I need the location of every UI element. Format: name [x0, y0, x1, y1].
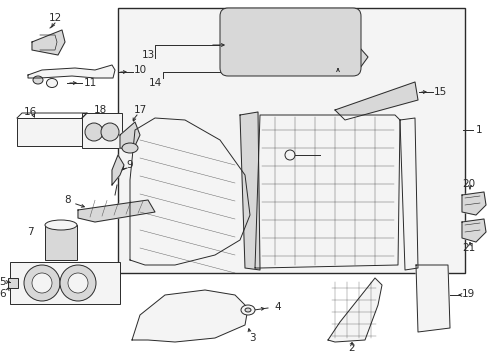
- Circle shape: [60, 265, 96, 301]
- Polygon shape: [28, 65, 115, 78]
- Circle shape: [24, 265, 60, 301]
- Text: 4: 4: [274, 302, 281, 312]
- Polygon shape: [120, 122, 140, 150]
- Bar: [8, 278, 18, 288]
- Polygon shape: [254, 115, 399, 268]
- FancyBboxPatch shape: [220, 8, 360, 76]
- Text: 3: 3: [248, 333, 255, 343]
- Text: 14: 14: [148, 78, 162, 88]
- Text: 10: 10: [133, 65, 146, 75]
- Text: 15: 15: [432, 87, 446, 97]
- Text: 19: 19: [461, 289, 474, 299]
- Ellipse shape: [46, 78, 58, 87]
- Polygon shape: [415, 265, 449, 332]
- Text: 1: 1: [475, 125, 481, 135]
- Text: 18: 18: [93, 105, 106, 115]
- Polygon shape: [132, 290, 247, 342]
- Polygon shape: [327, 278, 381, 342]
- Polygon shape: [345, 48, 367, 68]
- Text: 17: 17: [133, 105, 146, 115]
- Text: 16: 16: [23, 107, 37, 117]
- Polygon shape: [461, 192, 485, 215]
- Text: 11: 11: [83, 78, 97, 88]
- Polygon shape: [399, 118, 417, 270]
- Ellipse shape: [33, 76, 43, 84]
- Ellipse shape: [241, 305, 254, 315]
- Ellipse shape: [122, 143, 138, 153]
- Bar: [45, 225, 77, 260]
- Polygon shape: [240, 112, 260, 270]
- Bar: [17, 118, 82, 146]
- Text: 2: 2: [348, 343, 355, 353]
- Polygon shape: [32, 30, 65, 55]
- Text: 7: 7: [27, 227, 33, 237]
- Polygon shape: [334, 82, 417, 120]
- Bar: [118, 8, 464, 273]
- Circle shape: [101, 123, 119, 141]
- Polygon shape: [112, 155, 124, 185]
- Polygon shape: [130, 118, 249, 265]
- Text: 6: 6: [0, 289, 6, 299]
- Text: 20: 20: [462, 179, 475, 189]
- Polygon shape: [461, 219, 485, 242]
- Bar: [10, 262, 120, 304]
- Text: 5: 5: [0, 277, 6, 287]
- Circle shape: [68, 273, 88, 293]
- Circle shape: [85, 123, 103, 141]
- Bar: [82, 113, 122, 148]
- Ellipse shape: [45, 220, 77, 230]
- Text: 12: 12: [48, 13, 61, 23]
- Text: 8: 8: [64, 195, 71, 205]
- Text: 21: 21: [462, 243, 475, 253]
- Text: 13: 13: [141, 50, 154, 60]
- Ellipse shape: [244, 308, 250, 312]
- Polygon shape: [78, 200, 155, 222]
- Text: 9: 9: [126, 160, 133, 170]
- Circle shape: [32, 273, 52, 293]
